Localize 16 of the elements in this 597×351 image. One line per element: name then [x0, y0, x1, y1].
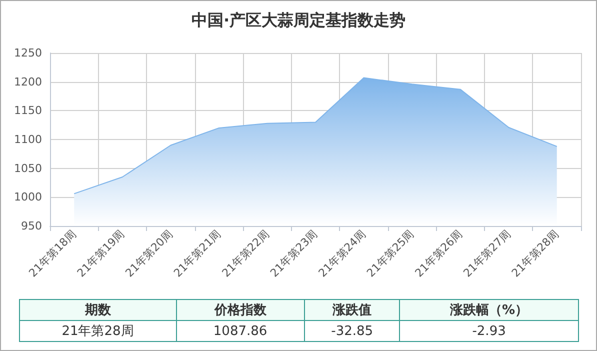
- y-tick-label: 1050: [14, 162, 42, 175]
- y-tick-label: 1000: [14, 190, 42, 204]
- text: 涨跌值: [304, 300, 400, 320]
- y-tick-label: 1150: [14, 104, 42, 118]
- text: 期数: [20, 300, 176, 320]
- text: 21年第28周: [20, 320, 176, 342]
- text: 价格指数: [176, 300, 305, 320]
- text: 1087.86: [176, 320, 305, 342]
- y-tick-label: 950: [21, 220, 42, 232]
- chart-title: 中国·产区大蒜周定基指数走势: [191, 10, 406, 30]
- text: -2.93: [400, 320, 578, 342]
- y-tick-label: 1250: [14, 46, 42, 60]
- y-tick-label: 1200: [14, 75, 42, 88]
- y-tick-label: 1100: [14, 133, 42, 146]
- text: -32.85: [304, 320, 400, 342]
- text: 涨跌幅（%）: [400, 300, 578, 320]
